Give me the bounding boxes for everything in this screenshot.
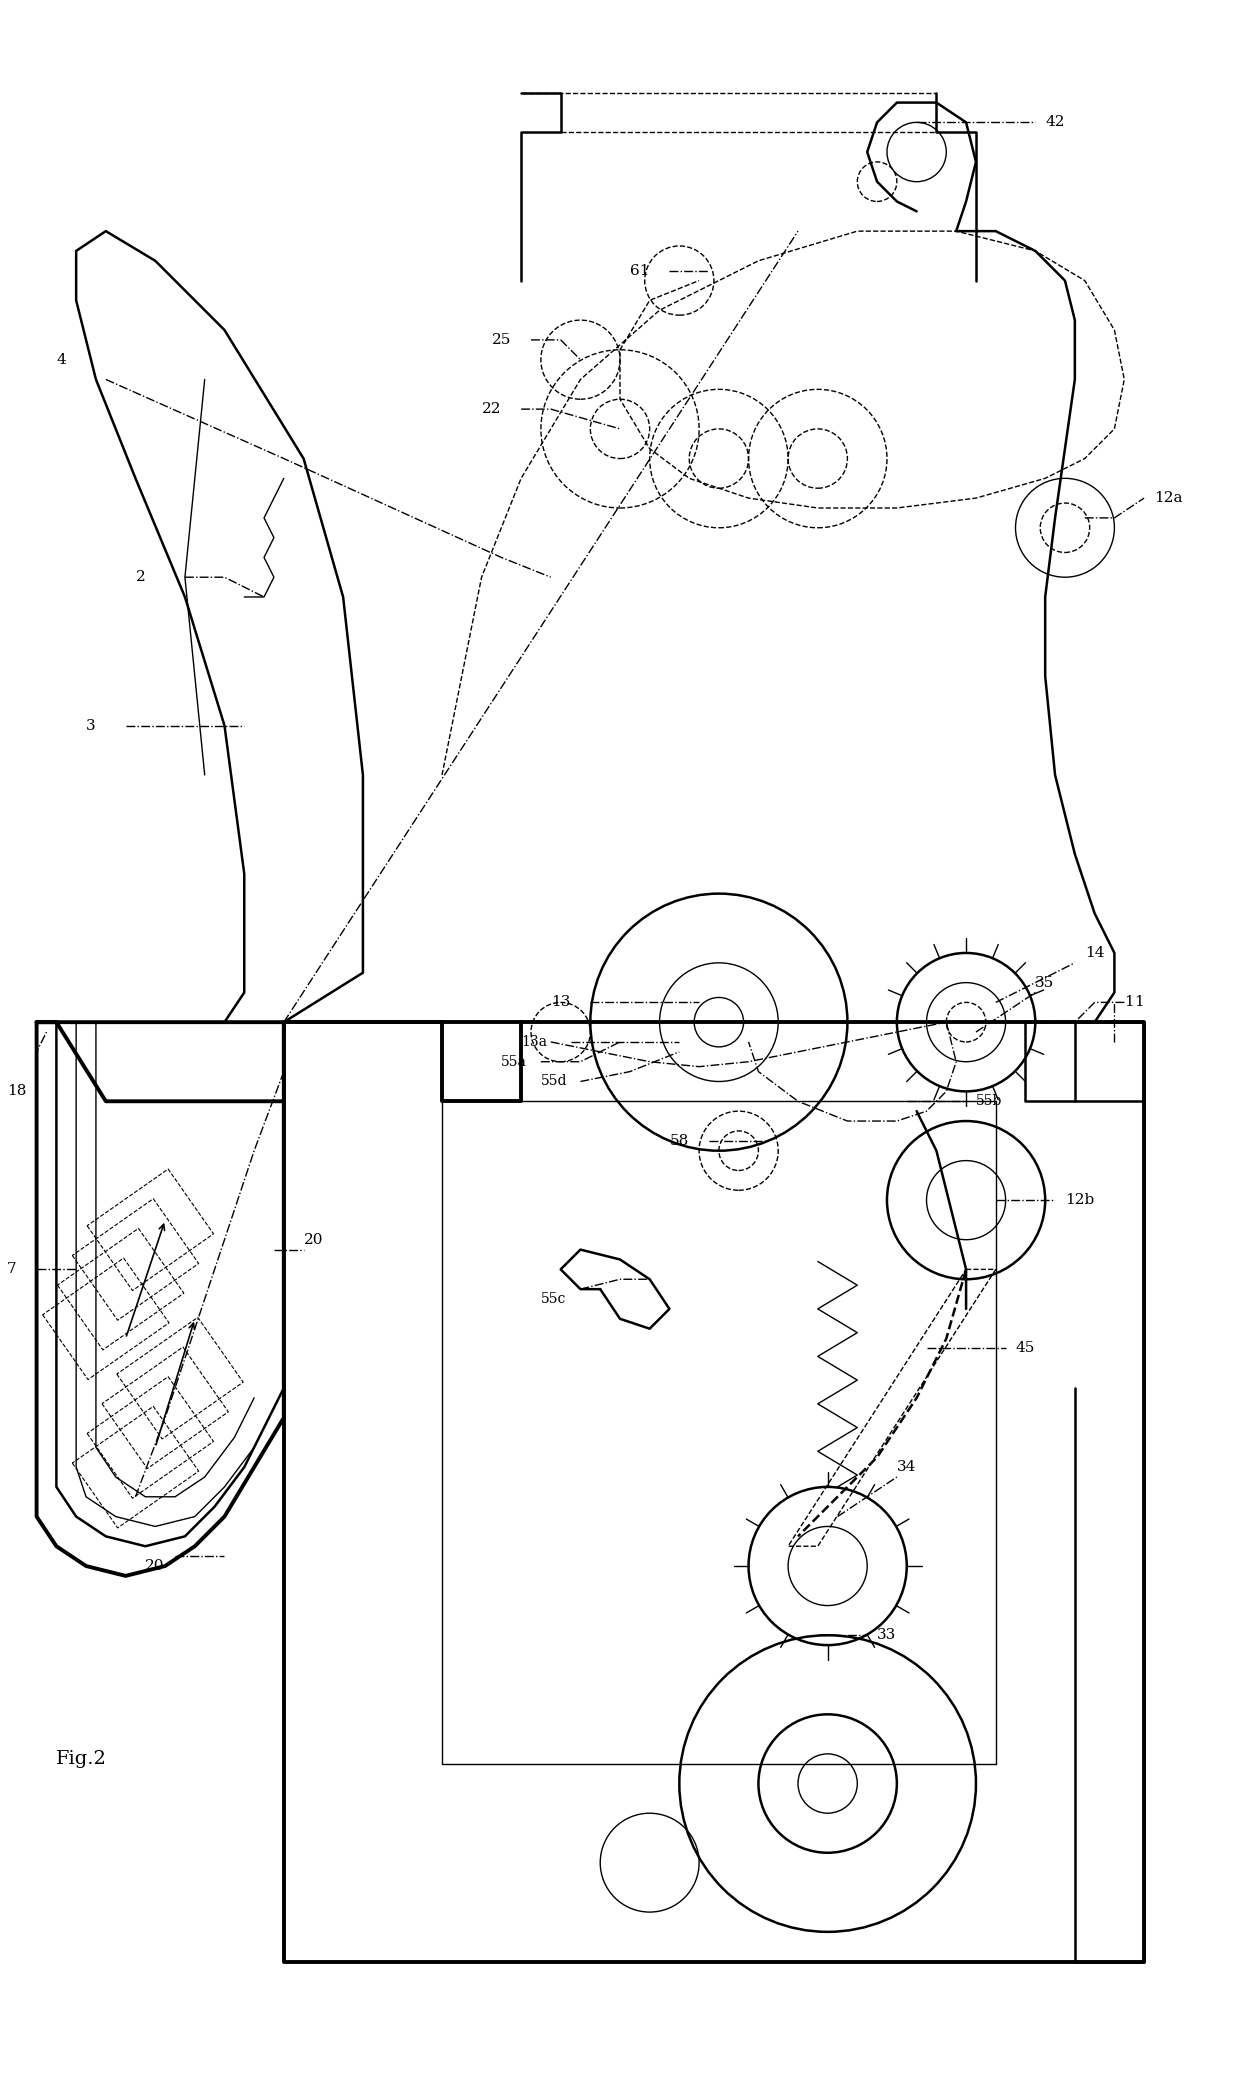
Text: 7: 7 [7,1263,16,1276]
Text: 55c: 55c [541,1292,567,1307]
Text: Fig.2: Fig.2 [56,1750,107,1767]
Text: 13: 13 [551,996,570,1010]
Text: 25: 25 [491,334,511,346]
Text: 1: 1 [1125,996,1135,1010]
Text: 12a: 12a [1154,492,1183,506]
Text: 12b: 12b [1065,1193,1094,1207]
Text: 22: 22 [481,402,501,417]
Text: 34: 34 [897,1460,916,1475]
Text: 1: 1 [1135,996,1145,1010]
Text: 45: 45 [1016,1342,1035,1356]
Text: 20: 20 [304,1232,324,1246]
Text: 13a: 13a [521,1035,547,1049]
Text: 55b: 55b [976,1095,1002,1108]
Text: 61: 61 [630,263,650,278]
Text: 33: 33 [877,1628,897,1643]
Text: 3: 3 [86,718,95,732]
Text: 55a: 55a [501,1056,527,1068]
Text: 2: 2 [135,570,145,585]
Text: 14: 14 [1085,946,1105,960]
Text: 35: 35 [1035,975,1054,989]
Text: 58: 58 [670,1134,688,1147]
Text: 42: 42 [1045,116,1065,129]
Text: 18: 18 [7,1085,26,1099]
Text: 4: 4 [56,353,66,367]
Text: 55d: 55d [541,1074,568,1089]
Text: 20: 20 [145,1560,165,1572]
